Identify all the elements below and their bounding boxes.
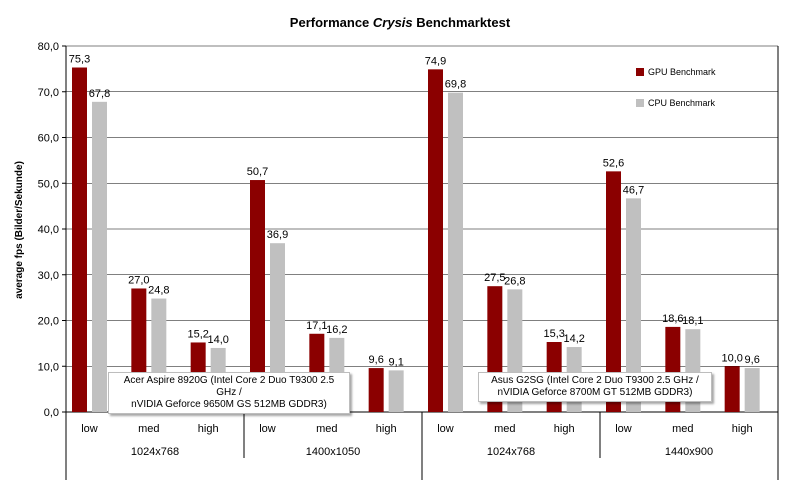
- chart-title: Performance Crysis Benchmarktest: [0, 15, 800, 30]
- legend: GPU Benchmark CPU Benchmark: [636, 65, 766, 127]
- annotation-acer: Acer Aspire 8920G (Intel Core 2 Duo T930…: [108, 372, 350, 414]
- annotation-asus: Asus G2SG (Intel Core 2 Duo T9300 2.5 GH…: [478, 372, 712, 402]
- legend-swatch-gpu: [636, 68, 644, 76]
- x-tick-label: low: [259, 423, 276, 435]
- x-tick-label: high: [732, 423, 753, 435]
- bar-cpu: [448, 92, 463, 412]
- x-tick-label: med: [316, 423, 337, 435]
- bar-gpu: [724, 366, 740, 412]
- group-label: 1024x768: [131, 446, 179, 458]
- x-tick-label: med: [138, 423, 159, 435]
- x-tick-label: high: [554, 423, 575, 435]
- data-label: 16,2: [326, 324, 347, 336]
- x-tick-label: low: [437, 423, 454, 435]
- y-tick-label: 50,0: [38, 178, 59, 190]
- bar-cpu: [626, 198, 641, 412]
- legend-swatch-cpu: [636, 99, 644, 107]
- group-label: 1024x768: [487, 446, 535, 458]
- group-label: 1400x1050: [306, 446, 360, 458]
- bar-cpu: [92, 101, 107, 412]
- group-label: 1440x900: [665, 446, 713, 458]
- y-tick-label: 40,0: [38, 224, 59, 236]
- bar-gpu: [606, 171, 621, 412]
- data-label: 14,0: [207, 334, 228, 346]
- legend-label-cpu: CPU Benchmark: [648, 98, 716, 108]
- data-label: 15,2: [187, 328, 208, 340]
- data-label: 27,0: [128, 274, 149, 286]
- data-label: 18,1: [682, 315, 703, 327]
- bar-cpu: [388, 370, 404, 412]
- chart-title-em: Crysis: [372, 15, 413, 30]
- y-tick-label: 60,0: [38, 133, 59, 145]
- data-label: 10,0: [721, 352, 742, 364]
- legend-label-gpu: GPU Benchmark: [648, 67, 716, 77]
- data-label: 14,2: [563, 333, 584, 345]
- legend-item-gpu: GPU Benchmark: [636, 65, 766, 79]
- data-label: 15,3: [543, 328, 564, 340]
- y-tick-label: 20,0: [38, 316, 59, 328]
- bar-gpu: [250, 180, 265, 412]
- chart-title-prefix: Performance: [289, 15, 373, 30]
- y-tick-label: 70,0: [38, 87, 59, 99]
- x-tick-label: med: [672, 423, 693, 435]
- data-label: 9,1: [389, 356, 404, 368]
- annotation-acer-line2: nVIDIA Geforce 9650M GS 512MB GDDR3): [131, 399, 327, 410]
- annotation-asus-line1: Asus G2SG (Intel Core 2 Duo T9300 2.5 GH…: [491, 375, 699, 386]
- x-tick-label: low: [81, 423, 98, 435]
- y-tick-label: 10,0: [38, 361, 59, 373]
- data-label: 9,6: [369, 354, 384, 366]
- legend-item-cpu: CPU Benchmark: [636, 96, 766, 110]
- data-label: 74,9: [425, 55, 446, 67]
- data-label: 17,1: [306, 320, 327, 332]
- data-label: 50,7: [247, 166, 268, 178]
- data-label: 75,3: [69, 54, 90, 66]
- bar-cpu: [270, 243, 285, 412]
- x-tick-label: high: [376, 423, 397, 435]
- chart-title-suffix: Benchmarktest: [412, 15, 511, 30]
- data-label: 27,5: [484, 272, 505, 284]
- data-label: 36,9: [267, 229, 288, 241]
- y-tick-label: 0,0: [44, 407, 59, 419]
- x-tick-label: high: [198, 423, 219, 435]
- data-label: 24,8: [148, 285, 169, 297]
- annotation-acer-line1: Acer Aspire 8920G (Intel Core 2 Duo T930…: [123, 375, 335, 398]
- data-label: 18,6: [662, 313, 683, 325]
- bar-gpu: [72, 67, 87, 412]
- data-label: 67,8: [89, 88, 110, 100]
- bar-cpu: [744, 368, 760, 412]
- annotation-asus-line2: nVIDIA Geforce 8700M GT 512MB GDDR3): [497, 387, 693, 398]
- data-label: 26,8: [504, 275, 525, 287]
- y-tick-label: 30,0: [38, 270, 59, 282]
- x-tick-label: low: [615, 423, 632, 435]
- x-tick-label: med: [494, 423, 515, 435]
- data-label: 52,6: [603, 157, 624, 169]
- y-tick-label: 80,0: [38, 41, 59, 53]
- bar-gpu: [428, 69, 443, 413]
- data-label: 46,7: [623, 184, 644, 196]
- data-label: 9,6: [745, 354, 760, 366]
- bar-gpu: [368, 368, 384, 412]
- data-label: 69,8: [445, 79, 466, 91]
